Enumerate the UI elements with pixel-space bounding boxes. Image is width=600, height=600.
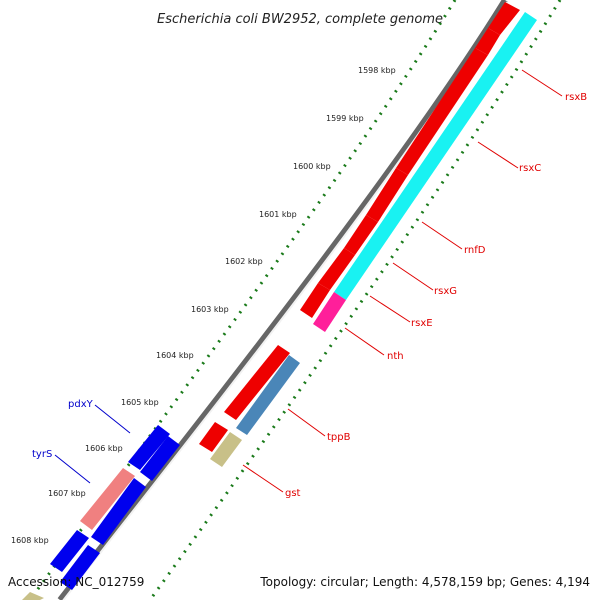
gene-arrow (199, 422, 228, 452)
gene-labels: rsxB rsxC rnfD rsxG rsxE nth tppB gst pd… (32, 92, 587, 499)
gene-label-pdxY: pdxY (68, 399, 94, 410)
backbone-ring (57, 0, 508, 600)
topology-label: Topology: circular; Length: 4,578,159 bp… (260, 575, 590, 589)
accession-label: Accession: NC_012759 (8, 575, 145, 589)
gene-arrow (60, 545, 100, 590)
tick-label: 1608 kbp (11, 536, 49, 545)
tick-label: 1604 kbp (156, 351, 194, 360)
gene-label-lines (242, 69, 563, 493)
gene-arrow (488, 2, 520, 35)
gene-block-pink (80, 468, 135, 530)
tick-label: 1602 kbp (225, 257, 263, 266)
gene-arrow (318, 248, 355, 290)
forward-genes-top (300, 2, 520, 318)
gene-block-magenta (313, 292, 346, 332)
gene-label-rsxG: rsxG (434, 286, 457, 297)
gene-label-tyrS: tyrS (32, 449, 52, 460)
gene-label-rsxE: rsxE (411, 318, 433, 329)
tick-label: 1598 kbp (358, 66, 396, 75)
gene-arrow (128, 425, 170, 470)
gene-block-steelblue (236, 355, 300, 435)
gene-arrow (140, 436, 180, 481)
gene-label-tppB: tppB (327, 432, 351, 443)
gene-arrow (50, 530, 89, 572)
gene-arrow (300, 283, 330, 318)
tick-label: 1606 kbp (85, 444, 123, 453)
tick-label: 1607 kbp (48, 489, 86, 498)
gene-arrow (396, 48, 488, 175)
tick-label: 1603 kbp (191, 305, 229, 314)
gene-label-rsxC: rsxC (519, 163, 541, 174)
tick-label: 1600 kbp (293, 162, 331, 171)
gene-label-lines-blue (54, 404, 131, 484)
gene-arrow (475, 28, 500, 55)
tick-label: 1605 kbp (121, 398, 159, 407)
gene-arrow (344, 215, 378, 255)
map-title: Escherichia coli BW2952, complete genome (157, 12, 443, 27)
gene-label-rnfD: rnfD (464, 245, 486, 256)
gene-label-nth: nth (387, 351, 404, 362)
tick-label: 1599 kbp (326, 114, 364, 123)
gene-block-khaki (22, 592, 44, 600)
tick-labels: 1598 kbp 1599 kbp 1600 kbp 1601 kbp 1602… (11, 66, 396, 545)
tick-track-right (148, 0, 562, 600)
gene-label-rsxB: rsxB (565, 92, 587, 103)
gene-arrow (91, 478, 146, 545)
gene-arrow (366, 168, 408, 222)
gene-arrow (224, 345, 290, 420)
tick-label: 1601 kbp (259, 210, 297, 219)
gene-block-khaki (210, 432, 242, 467)
gene-label-gst: gst (285, 488, 301, 499)
gene-block-cyan (334, 12, 537, 300)
